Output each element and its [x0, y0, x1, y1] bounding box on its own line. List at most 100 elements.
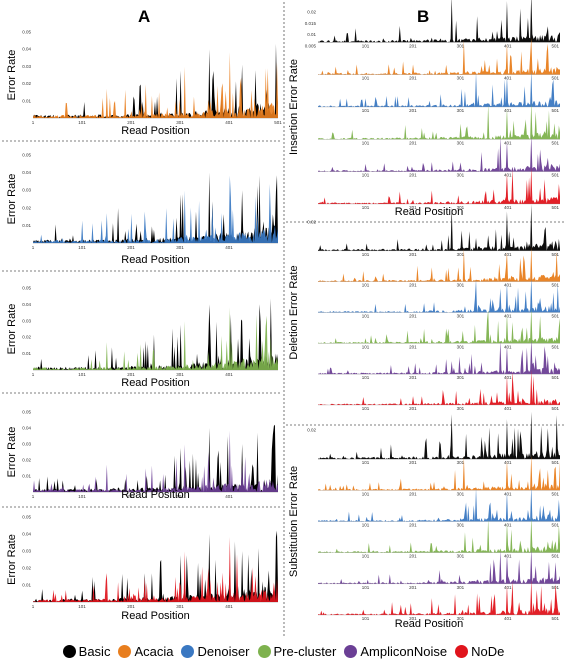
legend-item-denoiser: Denoiser: [181, 644, 250, 659]
x-tick-label: 201: [409, 140, 417, 145]
x-tick-label: 501: [551, 43, 559, 48]
x-tick-label: 1: [32, 372, 35, 377]
chart-a-5: 0.01 0.02 0.03 0.04 0.05 1 101 201 301 401 Error R…: [6, 515, 278, 622]
x-tick-label: 401: [504, 43, 512, 48]
x-tick-label: 501: [551, 252, 559, 257]
y-axis-label: Insertion Error Rate: [288, 59, 300, 155]
series-area-ampliconnoise: [318, 548, 560, 584]
y-tick-label: 0.02: [22, 81, 31, 86]
series-area-denoiser: [318, 70, 560, 107]
y-tick-label: 0.02: [307, 10, 316, 15]
x-tick-label: 301: [457, 173, 465, 178]
x-tick-label: 201: [409, 173, 417, 178]
x-tick-label: 201: [409, 406, 417, 411]
x-tick-label: 201: [127, 372, 135, 377]
y-tick-label: 0.05: [22, 286, 31, 291]
series-area-basic: [318, 0, 560, 43]
y-tick-label: 0.05: [22, 515, 31, 520]
legend-item-pre-cluster: Pre-cluster: [257, 644, 336, 659]
legend-label: AmpliconNoise: [360, 643, 448, 659]
x-tick-label: 301: [176, 245, 184, 250]
y-axis-label: Error Rate: [6, 50, 18, 101]
x-tick-label: 401: [225, 245, 233, 250]
series-area-basic: [33, 530, 278, 602]
series-area-acacia: [318, 37, 560, 75]
x-tick-label: 101: [362, 43, 370, 48]
y-tick-label: 0.04: [22, 426, 31, 431]
x-tick-label: 201: [409, 252, 417, 257]
series-area-pre-cluster: [33, 307, 278, 370]
x-tick-label: 401: [225, 120, 233, 125]
y-tick-label: 0.03: [22, 64, 31, 69]
chart-a-3: 0.01 0.02 0.03 0.04 0.05 1 101 201 301 401 Error R…: [2, 286, 282, 394]
y-tick-label: 0.04: [22, 170, 31, 175]
x-tick-label: 401: [225, 494, 233, 499]
x-tick-label: 401: [504, 585, 512, 590]
x-tick-label: 101: [78, 245, 86, 250]
x-tick-label: 501: [551, 314, 559, 319]
series-area-acacia: [318, 246, 560, 282]
x-tick-label: 101: [362, 523, 370, 528]
x-tick-label: 401: [504, 314, 512, 319]
x-axis-label: Read Position: [121, 489, 190, 501]
x-tick-label: 201: [409, 43, 417, 48]
x-axis-label: Read Position: [121, 125, 190, 137]
x-tick-label: 501: [551, 344, 559, 349]
y-tick-label: 0.015: [305, 21, 317, 26]
x-tick-label: 401: [504, 523, 512, 528]
y-tick-label: 0.01: [22, 223, 31, 228]
x-tick-label: 201: [409, 585, 417, 590]
x-tick-label: 101: [362, 554, 370, 559]
x-tick-label: 101: [78, 604, 86, 609]
x-tick-label: 101: [362, 252, 370, 257]
chart-a-2: 0.01 0.02 0.03 0.04 0.05 1 101 201 301 401 Error R…: [2, 153, 282, 272]
series-area-node: [318, 167, 560, 204]
y-tick-label: 0.01: [22, 351, 31, 356]
x-tick-label: 401: [504, 616, 512, 621]
series-area-basic: [318, 411, 560, 460]
x-tick-label: 201: [409, 491, 417, 496]
x-tick-label: 301: [457, 375, 465, 380]
chart-b-1: 0.005 0.01 0.015 0.02 101 201 301 401 501 101 201 3…: [286, 0, 566, 223]
x-tick-label: 201: [127, 604, 135, 609]
x-tick-label: 401: [504, 173, 512, 178]
x-tick-label: 201: [409, 554, 417, 559]
x-tick-label: 101: [78, 120, 86, 125]
legend-item-basic: Basic: [62, 644, 110, 659]
series-area-acacia: [33, 52, 278, 118]
x-tick-label: 501: [551, 173, 559, 178]
legend-swatch: [455, 644, 469, 658]
legend-item-node: NoDe: [455, 644, 504, 659]
x-tick-label: 301: [457, 283, 465, 288]
x-tick-label: 501: [551, 616, 559, 621]
x-tick-label: 201: [409, 523, 417, 528]
y-tick-label: 0.03: [22, 549, 31, 554]
y-tick-label: 0.01: [22, 474, 31, 479]
series-area-node: [318, 369, 560, 405]
chart-b-3: 0.02 101 201 301 401 501 101 201 301 401 501 101 201…: [288, 411, 560, 630]
series-area-denoiser: [318, 485, 560, 522]
x-tick-label: 101: [362, 140, 370, 145]
x-tick-label: 401: [504, 554, 512, 559]
x-tick-label: 301: [457, 76, 465, 81]
x-tick-label: 501: [551, 406, 559, 411]
x-tick-label: 1: [32, 245, 35, 250]
x-tick-label: 301: [457, 460, 465, 465]
x-tick-label: 301: [176, 494, 184, 499]
x-tick-label: 101: [362, 460, 370, 465]
x-tick-label: 301: [176, 604, 184, 609]
x-tick-label: 101: [362, 491, 370, 496]
x-tick-label: 301: [176, 372, 184, 377]
x-tick-label: 301: [457, 616, 465, 621]
plots: 0.01 0.02 0.03 0.04 0.05 1 101 201 301 401 501 Erro…: [2, 0, 566, 630]
x-tick-label: 301: [457, 406, 465, 411]
x-tick-label: 101: [362, 616, 370, 621]
x-tick-label: 301: [457, 108, 465, 113]
x-tick-label: 301: [457, 205, 465, 210]
x-tick-label: 401: [504, 205, 512, 210]
figure: A B 0.01 0.02 0.03 0.04 0.05 1 101 201 301 401 501…: [2, 0, 566, 638]
x-tick-label: 501: [551, 491, 559, 496]
series-area-pre-cluster: [318, 517, 560, 553]
x-tick-label: 201: [127, 245, 135, 250]
x-tick-label: 301: [457, 252, 465, 257]
